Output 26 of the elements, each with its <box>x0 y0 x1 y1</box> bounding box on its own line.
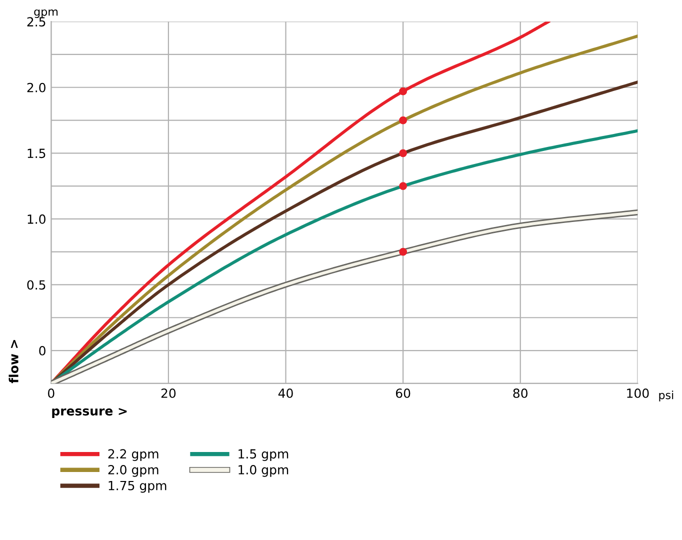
y-tick-label: 2.0 <box>27 82 46 92</box>
x-axis-title: pressure > <box>52 408 127 418</box>
legend-label: 2.2 gpm <box>108 449 158 462</box>
y-tick-label: 1.5 <box>28 148 46 158</box>
y-tick-label: 0 <box>39 346 46 356</box>
x-tick-label: 80 <box>513 388 528 398</box>
x-tick-label: 0 <box>48 388 54 398</box>
y-axis-title: flow > <box>8 340 18 384</box>
x-tick-label: 60 <box>396 388 410 398</box>
y-tick-label: 1.0 <box>28 214 46 224</box>
point <box>399 149 408 158</box>
point <box>399 248 408 256</box>
point <box>399 116 408 124</box>
legend-label: 2.0 gpm <box>108 464 158 477</box>
y-tick-label: 2.5 <box>27 17 46 27</box>
point <box>399 182 408 190</box>
legend-label: 1.75 gpm <box>108 481 166 493</box>
point <box>399 87 408 96</box>
x-tick-label: 20 <box>161 388 176 398</box>
x-tick-label: 40 <box>278 388 293 398</box>
legend-label: 1.5 gpm <box>238 449 288 462</box>
text: gpm <box>34 9 58 18</box>
text: psi <box>659 390 674 402</box>
y-tick-label: 0.5 <box>27 280 46 290</box>
x-tick-label: 100 <box>627 388 649 398</box>
legend-label: 1.0 gpm <box>238 464 288 477</box>
